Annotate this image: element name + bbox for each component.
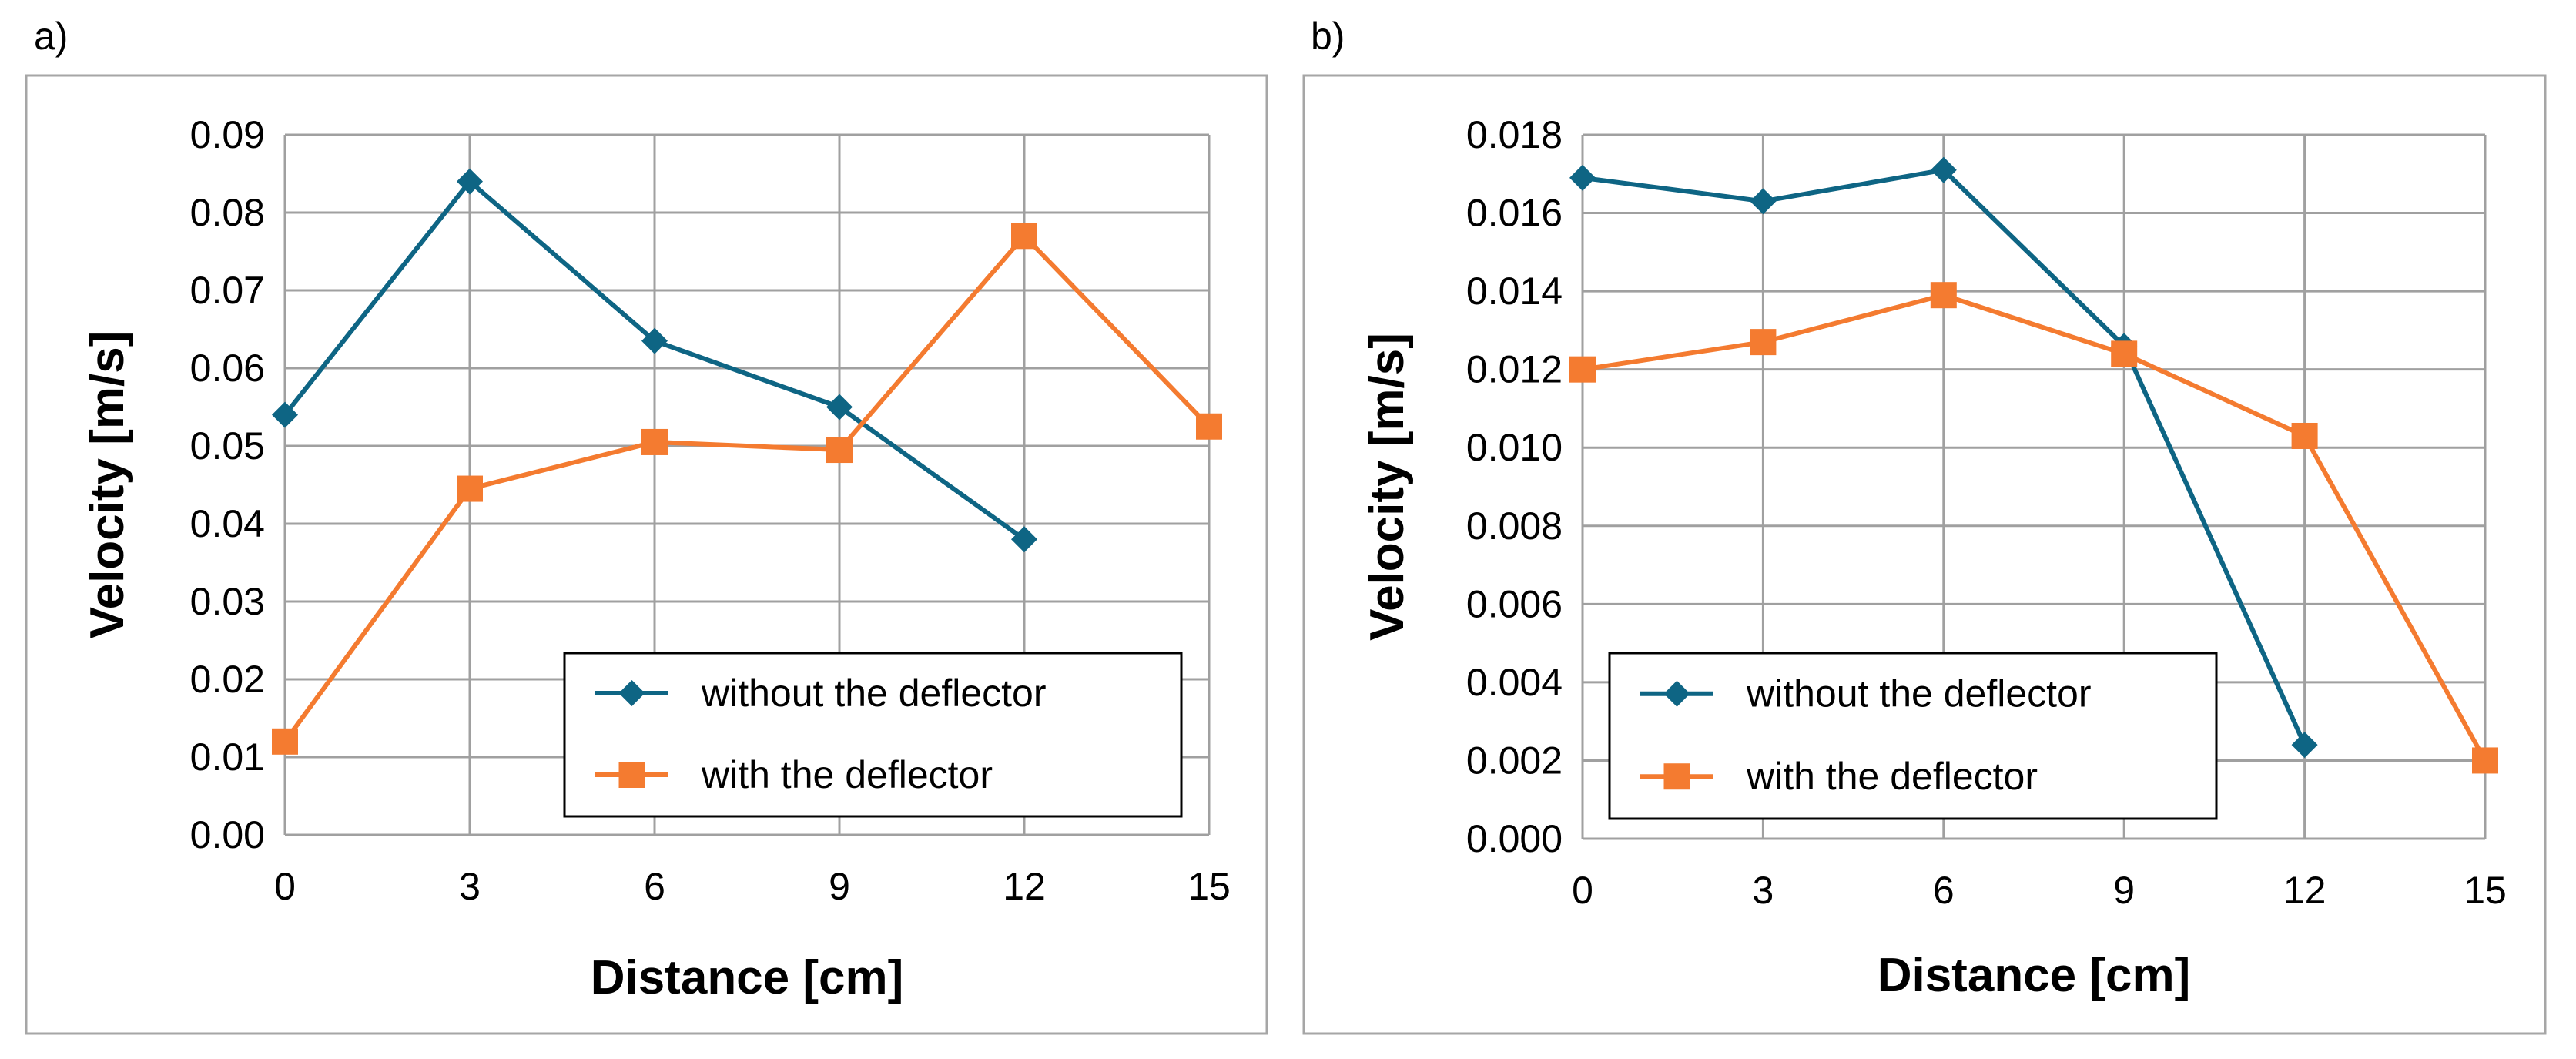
x-tick-label-a: 3 — [459, 865, 481, 908]
data-point-without-deflector-a — [457, 168, 483, 195]
legend-label-without-deflector-b: without the deflector — [1746, 672, 2092, 715]
data-point-without-deflector-a — [826, 394, 853, 421]
data-point-with-deflector-b — [2111, 340, 2138, 367]
x-tick-label-a: 6 — [644, 865, 665, 908]
legend-swatch-marker-without-deflector-b — [1663, 680, 1690, 707]
y-tick-label-a: 0.03 — [190, 580, 265, 623]
legend-swatch-marker-with-deflector-a — [618, 762, 645, 788]
data-point-with-deflector-a — [272, 728, 298, 755]
y-tick-label-a: 0.01 — [190, 736, 265, 779]
y-tick-label-a: 0.02 — [190, 658, 265, 701]
y-tick-label-b: 0.006 — [1466, 582, 1563, 625]
y-tick-label-a: 0.05 — [190, 424, 265, 468]
y-tick-label-b: 0.010 — [1466, 426, 1563, 469]
y-tick-label-b: 0.014 — [1466, 270, 1563, 313]
legend-a: without the deflector with the deflector — [563, 652, 1183, 818]
legend-swatch-marker-without-deflector-a — [618, 680, 645, 706]
y-tick-label-b: 0.004 — [1466, 661, 1563, 704]
y-tick-label-a: 0.08 — [190, 191, 265, 234]
data-point-with-deflector-a — [641, 428, 668, 455]
data-point-with-deflector-a — [1011, 223, 1037, 250]
chart-frame-b — [1302, 74, 2547, 1035]
data-point-with-deflector-b — [1930, 282, 1957, 309]
panel-a-tag: a) — [34, 15, 69, 58]
data-point-with-deflector-b — [2472, 747, 2498, 774]
data-point-with-deflector-b — [2291, 422, 2318, 449]
x-tick-label-b: 12 — [2283, 869, 2326, 912]
legend-label-without-deflector-a: without the deflector — [701, 672, 1047, 715]
x-axis-title-b: Distance [cm] — [1878, 949, 2191, 1002]
legend-b: without the deflector with the deflector — [1608, 652, 2218, 820]
y-tick-label-a: 0.00 — [190, 813, 265, 856]
y-tick-label-b: 0.016 — [1466, 192, 1563, 235]
y-tick-label-a: 0.09 — [190, 113, 265, 156]
legend-swatch-marker-with-deflector-b — [1663, 763, 1690, 790]
chart-panel-a: 0.00 0.01 0.02 0.03 0.04 0.05 0.06 0.07 0.08 0.09… — [25, 74, 1268, 1035]
x-tick-label-a: 0 — [274, 865, 296, 908]
legend-label-with-deflector-a: with the deflector — [701, 753, 993, 796]
y-tick-label-b: 0.000 — [1466, 817, 1563, 860]
chart-frame-a — [25, 74, 1268, 1035]
legend-label-with-deflector-b: with the deflector — [1746, 755, 2038, 798]
legend-box-a — [563, 652, 1183, 818]
data-point-without-deflector-a — [641, 327, 668, 354]
series-line-with-deflector-b — [1582, 293, 2487, 762]
y-axis-title-a: Velocity [m/s] — [81, 331, 134, 639]
y-tick-label-b: 0.002 — [1466, 739, 1563, 782]
data-point-with-deflector-a — [457, 475, 483, 502]
data-point-with-deflector-a — [826, 437, 853, 464]
x-tick-label-b: 0 — [1572, 869, 1593, 912]
panel-b-tag: b) — [1311, 15, 1345, 58]
y-tick-label-a: 0.06 — [190, 347, 265, 390]
data-point-with-deflector-b — [1569, 356, 1596, 383]
chart-panel-b: 0.000 0.002 0.004 0.006 0.008 0.010 0.012 0.014… — [1302, 74, 2547, 1035]
y-tick-label-a: 0.07 — [190, 269, 265, 312]
data-point-without-deflector-b — [1930, 156, 1957, 183]
y-tick-label-b: 0.008 — [1466, 504, 1563, 548]
data-point-with-deflector-a — [1196, 413, 1222, 440]
x-tick-label-b: 15 — [2464, 869, 2507, 912]
y-tick-label-b: 0.012 — [1466, 348, 1563, 391]
x-tick-label-b: 6 — [1933, 869, 1955, 912]
x-axis-title-a: Distance [cm] — [591, 951, 904, 1004]
data-point-with-deflector-b — [1750, 329, 1777, 356]
data-point-without-deflector-b — [1569, 164, 1596, 191]
y-tick-label-b: 0.018 — [1466, 113, 1563, 156]
x-tick-label-a: 9 — [829, 865, 850, 908]
legend-box-b — [1608, 652, 2218, 820]
x-tick-label-a: 12 — [1003, 865, 1046, 908]
data-point-without-deflector-a — [272, 401, 298, 428]
data-point-without-deflector-b — [2291, 732, 2318, 759]
x-tick-label-a: 15 — [1188, 865, 1231, 908]
y-tick-label-a: 0.04 — [190, 502, 265, 545]
data-point-without-deflector-b — [1750, 188, 1777, 215]
data-point-without-deflector-a — [1011, 526, 1037, 553]
series-line-with-deflector-a — [283, 233, 1211, 743]
x-tick-label-b: 3 — [1752, 869, 1774, 912]
x-tick-label-b: 9 — [2113, 869, 2135, 912]
y-axis-title-b: Velocity [m/s] — [1361, 333, 1414, 641]
